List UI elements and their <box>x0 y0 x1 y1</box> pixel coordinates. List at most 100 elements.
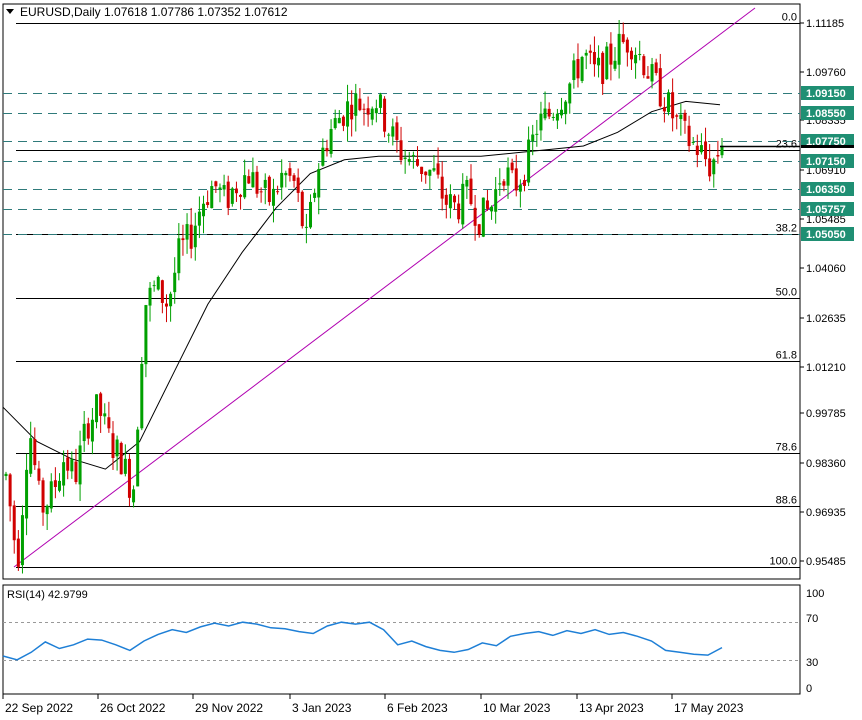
candle-47 <box>197 196 201 239</box>
candle-43 <box>181 224 185 256</box>
candle-118 <box>490 205 494 220</box>
candle-18 <box>78 430 82 502</box>
candle-163 <box>675 113 679 130</box>
candle-33 <box>140 357 144 431</box>
candle-86 <box>358 88 362 112</box>
collapse-triangle-icon[interactable] <box>6 9 14 14</box>
candle-71 <box>296 168 300 202</box>
candle-52 <box>218 183 222 203</box>
candle-82 <box>341 115 345 132</box>
candle-40 <box>169 291 173 322</box>
candle-11 <box>49 473 53 513</box>
candle-89 <box>370 106 374 126</box>
candle-64 <box>267 175 271 206</box>
candle-75 <box>313 188 317 203</box>
candle-3 <box>16 530 20 571</box>
candle-120 <box>498 168 502 196</box>
candle-46 <box>193 212 197 261</box>
svg-text:1.07150: 1.07150 <box>806 156 846 168</box>
fib-label-7: 100.0 <box>769 556 797 568</box>
candle-114 <box>473 195 477 241</box>
candle-42 <box>177 223 181 281</box>
x-tick-label-0: 22 Sep 2022 <box>5 701 73 715</box>
candle-137 <box>568 82 572 114</box>
time-axis: 22 Sep 2022 26 Oct 2022 29 Nov 2022 3 Jan 2… <box>2 694 744 715</box>
candle-123 <box>510 158 514 174</box>
candle-105 <box>436 147 440 179</box>
candle-168 <box>695 134 699 168</box>
candle-53 <box>222 174 226 197</box>
candle-1 <box>8 473 12 522</box>
candle-160 <box>662 97 666 123</box>
candle-97 <box>403 149 407 174</box>
candle-138 <box>572 53 576 89</box>
candle-60 <box>251 157 255 188</box>
candle-128 <box>531 124 535 156</box>
x-tick-label-6: 13 Apr 2023 <box>579 701 644 715</box>
level-tag-5: 1.05757 <box>801 202 854 216</box>
y-tick-label-10: 0.96935 <box>806 507 846 519</box>
y-tick-label-6: 1.02635 <box>806 313 846 325</box>
fib-label-4: 61.8 <box>776 350 797 362</box>
candle-143 <box>592 36 596 77</box>
candle-94 <box>391 118 395 146</box>
candle-10 <box>45 504 49 531</box>
candle-15 <box>66 449 70 480</box>
x-tick-label-3: 3 Jan 2023 <box>292 701 352 715</box>
y-tick-label-0: 1.11185 <box>806 18 844 30</box>
candle-166 <box>687 115 691 152</box>
rsi-panel: 100 70 30 0 RSI(14) 42.9799 <box>2 584 824 695</box>
candle-142 <box>588 44 592 65</box>
candle-76 <box>317 163 321 215</box>
y-tick-label-8: 0.99785 <box>806 408 846 420</box>
candle-119 <box>494 176 498 224</box>
candle-54 <box>226 175 230 216</box>
candle-164 <box>679 103 683 136</box>
candle-162 <box>671 78 675 132</box>
candle-92 <box>383 96 387 138</box>
candle-90 <box>374 99 378 123</box>
candle-85 <box>354 83 358 132</box>
candle-104 <box>432 155 436 172</box>
candle-130 <box>539 101 543 141</box>
fib-label-1: 23.6 <box>776 139 797 151</box>
candle-156 <box>646 66 650 79</box>
candle-100 <box>415 146 419 167</box>
rsi-axis-label-0: 100 <box>806 588 824 600</box>
rsi-line <box>2 621 723 661</box>
candle-39 <box>164 294 168 323</box>
candle-22 <box>95 394 99 429</box>
candle-147 <box>609 32 613 81</box>
candle-172 <box>712 157 716 188</box>
candle-129 <box>535 119 539 147</box>
y-tick-label-11: 0.95485 <box>806 556 846 568</box>
candle-56 <box>234 181 238 202</box>
rsi-label: RSI(14) 42.9799 <box>7 589 88 601</box>
fib-label-3: 50.0 <box>776 287 797 299</box>
candle-20 <box>86 417 90 445</box>
candle-16 <box>70 451 74 479</box>
candle-144 <box>597 45 601 78</box>
level-tag-0: 1.09150 <box>801 86 854 100</box>
level-tag-4: 1.06350 <box>801 182 854 196</box>
candle-34 <box>144 304 148 378</box>
candle-6 <box>29 421 33 478</box>
candle-7 <box>33 427 37 470</box>
candle-27 <box>115 435 119 471</box>
candle-165 <box>683 109 687 134</box>
candle-31 <box>132 485 136 508</box>
current-price-marker <box>720 145 854 148</box>
candle-17 <box>74 448 78 485</box>
candle-67 <box>280 159 284 200</box>
candle-173 <box>716 140 720 164</box>
level-price-tags: 1.091501.085501.077501.071501.063501.057… <box>720 86 854 241</box>
candles <box>4 19 724 574</box>
candle-84 <box>350 90 354 137</box>
candle-152 <box>629 47 633 71</box>
svg-text:1.05050: 1.05050 <box>806 229 846 241</box>
candle-131 <box>543 91 547 121</box>
candle-19 <box>82 411 86 453</box>
candle-113 <box>469 164 473 206</box>
candle-44 <box>185 213 189 254</box>
level-tag-3: 1.07150 <box>801 154 854 168</box>
